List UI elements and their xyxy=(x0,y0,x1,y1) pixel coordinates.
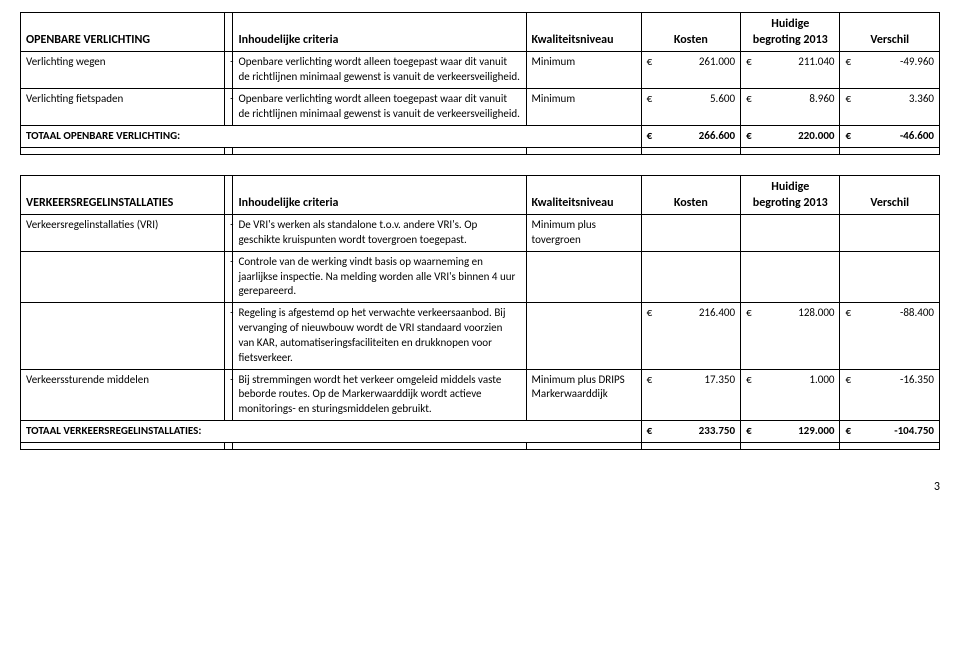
cell-begroting xyxy=(741,251,840,303)
hdr-bullet xyxy=(225,13,233,52)
cell-category: Verlichting fietspaden xyxy=(21,89,225,126)
cell-kosten: €5.600 xyxy=(641,89,740,126)
cell-verschil: €-88.400 xyxy=(840,303,940,369)
hdr-category: VERKEERSREGELINSTALLATIES xyxy=(21,175,225,214)
cell-kwaliteit: Minimum plus DRIPS Markerwaarddijk xyxy=(526,369,641,421)
cell-begroting: €211.040 xyxy=(741,52,840,89)
hdr-category: OPENBARE VERLICHTING xyxy=(21,13,225,52)
hdr-criteria: Inhoudelijke criteria xyxy=(233,13,526,52)
cell-criteria: Controle van de werking vindt basis op w… xyxy=(233,251,526,303)
cell-category xyxy=(21,303,225,369)
table-header-row: OPENBARE VERLICHTING Inhoudelijke criter… xyxy=(21,13,940,52)
cell-kwaliteit: Minimum xyxy=(526,89,641,126)
cell-kosten xyxy=(641,251,740,303)
cell-criteria: Openbare verlichting wordt alleen toegep… xyxy=(233,52,526,89)
hdr-criteria: Inhoudelijke criteria xyxy=(233,175,526,214)
total-kosten: €266.600 xyxy=(641,125,740,147)
page-number: 3 xyxy=(20,450,940,494)
cell-bullet: - xyxy=(225,89,233,126)
hdr-kwaliteit: Kwaliteitsniveau xyxy=(526,175,641,214)
cell-kwaliteit xyxy=(526,303,641,369)
cell-kosten xyxy=(641,214,740,251)
table-row: - Regeling is afgestemd op het verwachte… xyxy=(21,303,940,369)
table-verkeersregelinstallaties: VERKEERSREGELINSTALLATIES Inhoudelijke c… xyxy=(20,175,940,450)
cell-verschil xyxy=(840,214,940,251)
total-begroting: €220.000 xyxy=(741,125,840,147)
cell-category: Verkeersregelinstallaties (VRI) xyxy=(21,214,225,251)
total-verschil: €-46.600 xyxy=(840,125,940,147)
total-verschil: €-104.750 xyxy=(840,421,940,443)
cell-criteria: Bij stremmingen wordt het verkeer omgele… xyxy=(233,369,526,421)
table-row: Verkeersregelinstallaties (VRI) - De VRI… xyxy=(21,214,940,251)
table-blank-row xyxy=(21,147,940,154)
cell-begroting: €1.000 xyxy=(741,369,840,421)
table-total-row: TOTAAL OPENBARE VERLICHTING: €266.600 €2… xyxy=(21,125,940,147)
total-label: TOTAAL VERKEERSREGELINSTALLATIES: xyxy=(21,421,642,443)
table-header-row: VERKEERSREGELINSTALLATIES Inhoudelijke c… xyxy=(21,175,940,214)
cell-criteria: De VRI's werken als standalone t.o.v. an… xyxy=(233,214,526,251)
cell-bullet: - xyxy=(225,251,233,303)
cell-begroting xyxy=(741,214,840,251)
cell-begroting: €8.960 xyxy=(741,89,840,126)
table-blank-row xyxy=(21,442,940,449)
cell-kwaliteit xyxy=(526,251,641,303)
cell-kosten: €17.350 xyxy=(641,369,740,421)
total-kosten: €233.750 xyxy=(641,421,740,443)
cell-verschil: €3.360 xyxy=(840,89,940,126)
cell-kosten: €216.400 xyxy=(641,303,740,369)
cell-kwaliteit: Minimum xyxy=(526,52,641,89)
cell-verschil: €-49.960 xyxy=(840,52,940,89)
cell-kosten: €261.000 xyxy=(641,52,740,89)
hdr-bullet xyxy=(225,175,233,214)
cell-kwaliteit: Minimum plus tovergroen xyxy=(526,214,641,251)
hdr-begroting: Huidige begroting 2013 xyxy=(741,13,840,52)
hdr-begroting: Huidige begroting 2013 xyxy=(741,175,840,214)
cell-bullet: - xyxy=(225,52,233,89)
table-row: - Controle van de werking vindt basis op… xyxy=(21,251,940,303)
table-openbare-verlichting: OPENBARE VERLICHTING Inhoudelijke criter… xyxy=(20,12,940,155)
table-row: Verlichting wegen - Openbare verlichting… xyxy=(21,52,940,89)
cell-criteria: Openbare verlichting wordt alleen toegep… xyxy=(233,89,526,126)
table-total-row: TOTAAL VERKEERSREGELINSTALLATIES: €233.7… xyxy=(21,421,940,443)
hdr-verschil: Verschil xyxy=(840,175,940,214)
cell-bullet: - xyxy=(225,369,233,421)
hdr-kosten: Kosten xyxy=(641,175,740,214)
cell-begroting: €128.000 xyxy=(741,303,840,369)
hdr-kwaliteit: Kwaliteitsniveau xyxy=(526,13,641,52)
cell-criteria: Regeling is afgestemd op het verwachte v… xyxy=(233,303,526,369)
cell-verschil: €-16.350 xyxy=(840,369,940,421)
hdr-kosten: Kosten xyxy=(641,13,740,52)
cell-bullet: - xyxy=(225,303,233,369)
total-label: TOTAAL OPENBARE VERLICHTING: xyxy=(21,125,642,147)
table-row: Verkeerssturende middelen - Bij stremmin… xyxy=(21,369,940,421)
cell-category xyxy=(21,251,225,303)
cell-bullet: - xyxy=(225,214,233,251)
cell-category: Verkeerssturende middelen xyxy=(21,369,225,421)
total-begroting: €129.000 xyxy=(741,421,840,443)
table-row: Verlichting fietspaden - Openbare verlic… xyxy=(21,89,940,126)
cell-category: Verlichting wegen xyxy=(21,52,225,89)
cell-verschil xyxy=(840,251,940,303)
hdr-verschil: Verschil xyxy=(840,13,940,52)
